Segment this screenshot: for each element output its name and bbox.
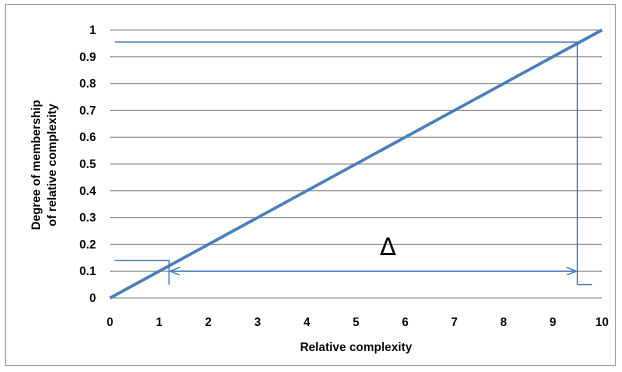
series-lines	[109, 28, 603, 300]
y-tick-label-6: 0.6	[79, 130, 96, 144]
y-tick-label-4: 0.4	[79, 184, 96, 198]
x-tick-label-10: 10	[595, 315, 609, 329]
x-tick-label-4: 4	[303, 315, 310, 329]
y-tick-label-10: 1	[89, 23, 96, 37]
x-tick-label-9: 9	[549, 315, 556, 329]
y-tick-label-9: 0.9	[79, 50, 96, 64]
x-axis-title: Relative complexity	[300, 340, 412, 354]
tick-labels: 00.10.20.30.40.50.60.70.80.910 1 2 3 4 5 6 7 8 9 1…	[79, 23, 609, 329]
x-tick-label-2: 2	[205, 315, 212, 329]
y-tick-label-0: 0	[89, 291, 96, 305]
y-axis-title-line2: of relative complexity	[45, 103, 59, 226]
x-tick-label-6: 6	[402, 315, 409, 329]
x-tick-label-8: 8	[500, 315, 507, 329]
annotations: Δ	[114, 41, 593, 286]
x-tick-label-5: 5	[353, 315, 360, 329]
y-tick-label-7: 0.7	[79, 103, 96, 117]
series-line-0	[109, 28, 603, 300]
x-tick-label-7: 7	[451, 315, 458, 329]
y-tick-label-2: 0.2	[79, 237, 96, 251]
high-guide-line	[114, 41, 593, 286]
y-tick-label-8: 0.8	[79, 77, 96, 91]
chart-frame	[5, 4, 616, 366]
y-axis-title-line1: Degree of membership	[29, 100, 43, 230]
low-guide-line	[114, 259, 170, 285]
x-tick-label-0: 0	[107, 315, 114, 329]
y-tick-label-5: 0.5	[79, 157, 96, 171]
x-tick-label-3: 3	[254, 315, 261, 329]
y-axis-title-group: Degree of membership of relative complex…	[29, 100, 59, 230]
y-tick-label-1: 0.1	[79, 264, 96, 278]
x-tick-label-1: 1	[156, 315, 163, 329]
delta-symbol: Δ	[380, 233, 397, 261]
y-tick-label-3: 0.3	[79, 211, 96, 225]
